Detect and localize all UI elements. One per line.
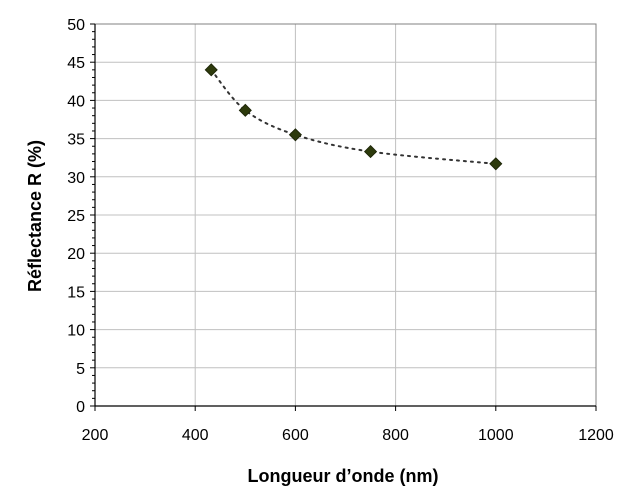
y-axis-title: Réflectance R (%) [25, 140, 45, 292]
x-tick-label: 1200 [578, 427, 614, 444]
x-tick-label: 200 [82, 427, 109, 444]
data-point [204, 63, 218, 77]
x-tick-label: 1000 [478, 427, 514, 444]
x-tick-label: 600 [282, 427, 309, 444]
y-tick-label: 45 [67, 55, 85, 72]
y-tick-label: 0 [76, 399, 85, 416]
data-point [288, 128, 302, 142]
data-point [489, 157, 503, 171]
trendline [210, 68, 497, 165]
x-tick-label: 800 [382, 427, 409, 444]
y-tick-label: 40 [67, 93, 85, 110]
y-tick-label: 25 [67, 208, 85, 225]
y-tick-label: 15 [67, 284, 85, 301]
y-tick-label: 35 [67, 132, 85, 149]
x-tick-label: 400 [182, 427, 209, 444]
data-point [363, 145, 378, 159]
y-tick-label: 5 [76, 361, 85, 378]
y-tick-label: 30 [67, 170, 85, 187]
data-point [238, 103, 252, 117]
data-points [204, 63, 503, 171]
y-tick-label: 50 [67, 17, 85, 34]
y-tick-label: 10 [67, 323, 85, 340]
axes [90, 23, 597, 411]
tick-labels: 200 400 600 800 1000 1200 0 5 10 15 20 25 30 35 40 45 50 [67, 17, 614, 444]
trendline-path [210, 68, 497, 165]
x-axis-title: Longueur d’onde (nm) [248, 466, 439, 486]
grid [95, 24, 596, 406]
y-tick-label: 20 [67, 246, 85, 263]
